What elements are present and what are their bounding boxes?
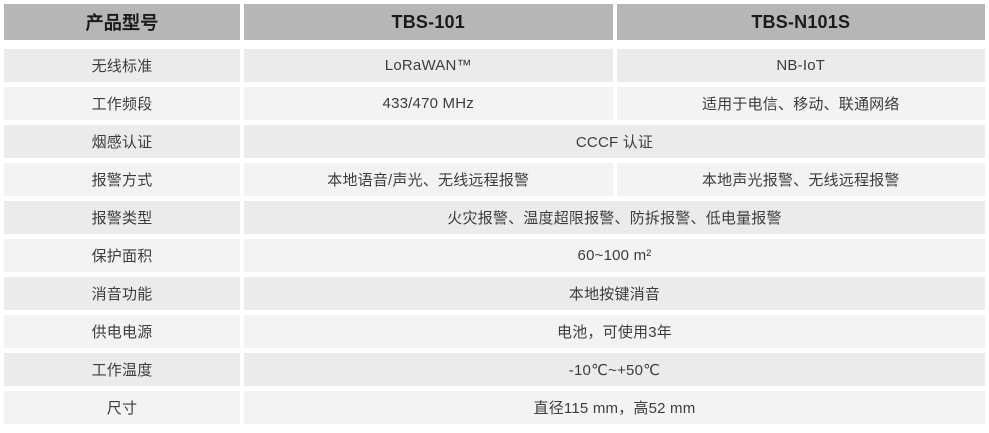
table-row-mute-function: 消音功能 本地按键消音 [4, 277, 985, 310]
row-value-merged: 本地按键消音 [244, 277, 985, 310]
table-row-wireless-standard: 无线标准 LoRaWAN™ NB-IoT [4, 49, 985, 82]
row-value-tbsn101s: NB-IoT [616, 49, 985, 82]
table-row-power-supply: 供电电源 电池，可使用3年 [4, 315, 985, 348]
table-row-protection-area: 保护面积 60~100 m² [4, 239, 985, 272]
row-label: 工作频段 [4, 87, 240, 120]
row-label: 消音功能 [4, 277, 240, 310]
row-value-tbsn101s: 本地声光报警、无线远程报警 [616, 163, 985, 196]
row-value-tbs101: 433/470 MHz [244, 87, 613, 120]
row-value-merged: CCCF 认证 [244, 125, 985, 158]
header-tbs-101: TBS-101 [244, 4, 613, 40]
table-row-smoke-certification: 烟感认证 CCCF 认证 [4, 125, 985, 158]
table-row-frequency-band: 工作频段 433/470 MHz 适用于电信、移动、联通网络 [4, 87, 985, 120]
row-label: 工作温度 [4, 353, 240, 386]
row-value-merged: 火灾报警、温度超限报警、防拆报警、低电量报警 [244, 201, 985, 234]
row-label: 供电电源 [4, 315, 240, 348]
row-value-merged: 电池，可使用3年 [244, 315, 985, 348]
row-value-merged: 60~100 m² [244, 239, 985, 272]
row-label: 尺寸 [4, 391, 240, 424]
row-label: 报警类型 [4, 201, 240, 234]
header-tbs-n101s: TBS-N101S [616, 4, 985, 40]
table-row-alarm-method: 报警方式 本地语音/声光、无线远程报警 本地声光报警、无线远程报警 [4, 163, 985, 196]
row-label: 保护面积 [4, 239, 240, 272]
row-label: 烟感认证 [4, 125, 240, 158]
row-value-tbsn101s: 适用于电信、移动、联通网络 [616, 87, 985, 120]
table-row-dimensions: 尺寸 直径115 mm，高52 mm [4, 391, 985, 424]
row-value-merged: 直径115 mm，高52 mm [244, 391, 985, 424]
row-label: 报警方式 [4, 163, 240, 196]
row-value-tbs101: LoRaWAN™ [244, 49, 613, 82]
table-row-operating-temperature: 工作温度 -10℃~+50℃ [4, 353, 985, 386]
row-label: 无线标准 [4, 49, 240, 82]
row-value-tbs101: 本地语音/声光、无线远程报警 [244, 163, 613, 196]
header-product-model: 产品型号 [4, 4, 240, 40]
row-value-merged: -10℃~+50℃ [244, 353, 985, 386]
table-header-row: 产品型号 TBS-101 TBS-N101S [4, 4, 985, 40]
table-row-alarm-type: 报警类型 火灾报警、温度超限报警、防拆报警、低电量报警 [4, 201, 985, 234]
